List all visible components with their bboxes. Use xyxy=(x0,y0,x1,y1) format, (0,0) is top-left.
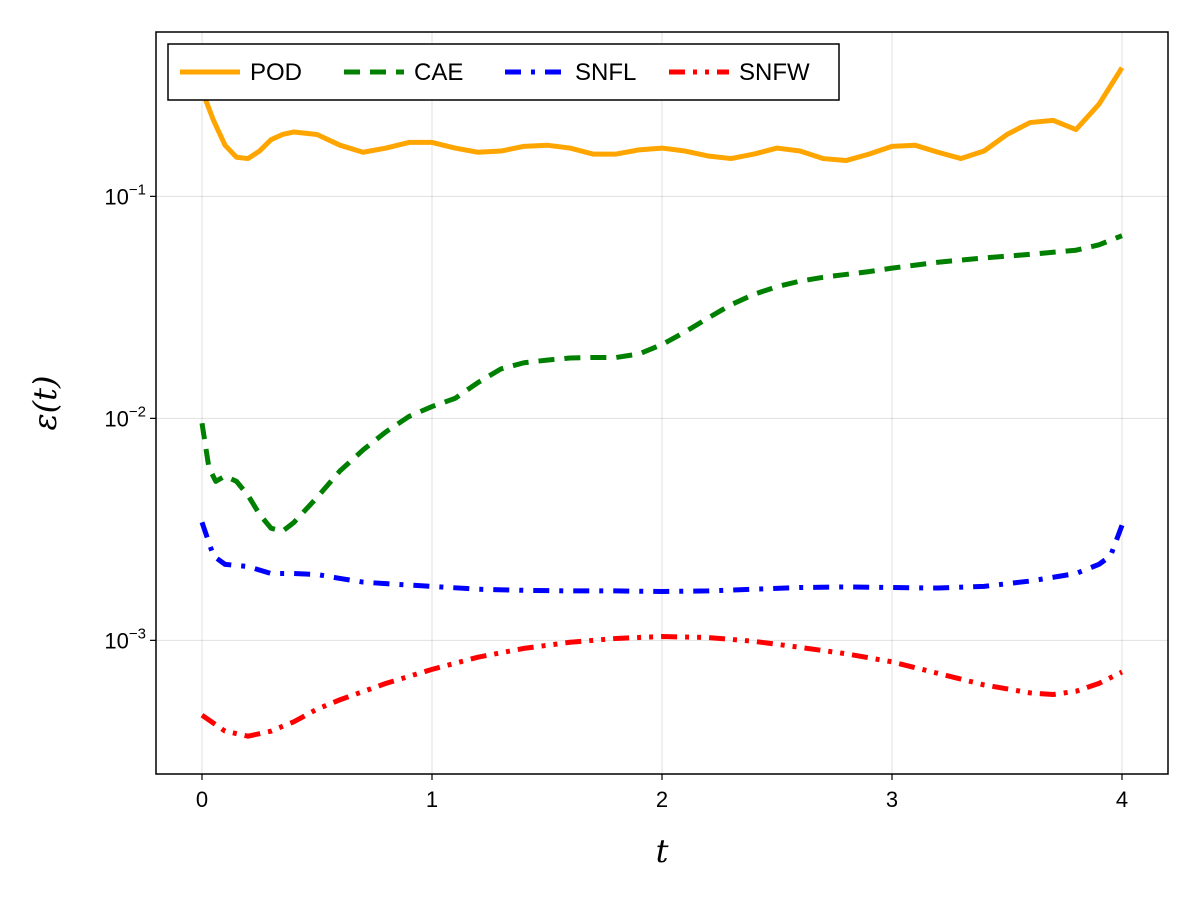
legend-label-pod: POD xyxy=(250,59,302,86)
y-tick-exponent: −2 xyxy=(129,403,146,420)
y-tick-label: 10−2 xyxy=(104,403,146,431)
y-tick-exponent: −1 xyxy=(129,181,146,198)
x-axis-label: t xyxy=(656,832,669,870)
x-tick-label: 4 xyxy=(1116,787,1128,812)
axis-ticks: 0 1 2 3 410−310−210−1 xyxy=(104,181,1128,812)
x-tick-label: 3 xyxy=(886,787,898,812)
y-tick-exponent: −3 xyxy=(129,625,146,642)
legend-label-snfl: SNFL xyxy=(575,59,636,86)
x-tick-label: 2 xyxy=(656,787,668,812)
series-line-snfl xyxy=(199,521,1125,594)
y-tick-label: 10−3 xyxy=(104,625,146,653)
y-tick-label: 10−1 xyxy=(104,181,146,209)
x-tick-label: 0 xyxy=(196,787,208,812)
y-tick-base: 10 xyxy=(104,628,128,653)
series-line-pod xyxy=(199,66,1125,164)
plot-area xyxy=(199,66,1125,739)
grid-lines xyxy=(156,32,1168,774)
x-tick-label: 1 xyxy=(426,787,438,812)
legend-label-cae: CAE xyxy=(414,59,463,86)
y-tick-base: 10 xyxy=(104,184,128,209)
legend-label-snfw: SNFW xyxy=(739,59,810,86)
legend: POD CAE SNFL SNFW xyxy=(167,43,840,101)
series-line-snfw xyxy=(200,634,1124,739)
series-line-cae xyxy=(199,233,1123,534)
y-axis-label: ε(t) xyxy=(26,376,64,431)
y-tick-base: 10 xyxy=(104,406,128,431)
